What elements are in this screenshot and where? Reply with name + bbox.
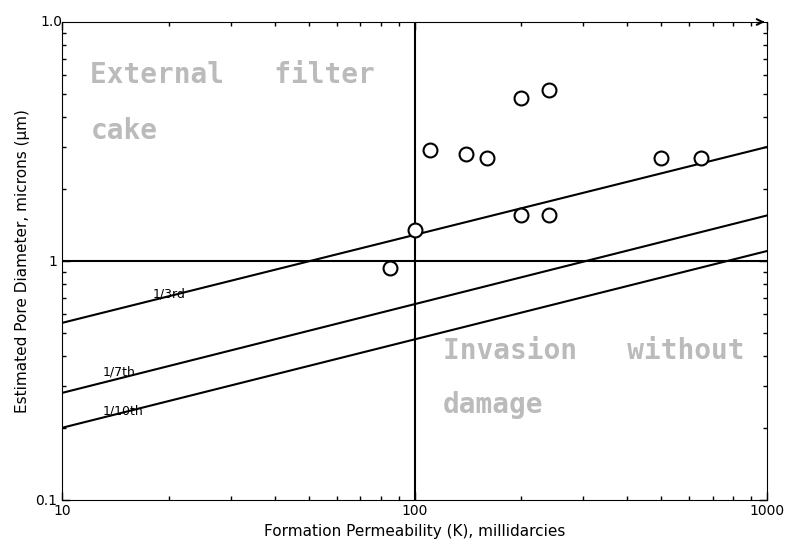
Text: 1/10th: 1/10th xyxy=(102,405,143,418)
Text: 1.0: 1.0 xyxy=(41,15,62,29)
Text: External   filter: External filter xyxy=(90,61,375,89)
X-axis label: Formation Permeability (K), millidarcies: Formation Permeability (K), millidarcies xyxy=(264,524,566,539)
Text: 1/3rd: 1/3rd xyxy=(153,288,186,301)
Text: damage: damage xyxy=(443,391,543,419)
Y-axis label: Estimated Pore Diameter, microns (µm): Estimated Pore Diameter, microns (µm) xyxy=(15,109,30,413)
Text: Invasion   without: Invasion without xyxy=(443,337,744,365)
Text: 1/7th: 1/7th xyxy=(102,366,135,379)
Text: cake: cake xyxy=(90,117,158,145)
